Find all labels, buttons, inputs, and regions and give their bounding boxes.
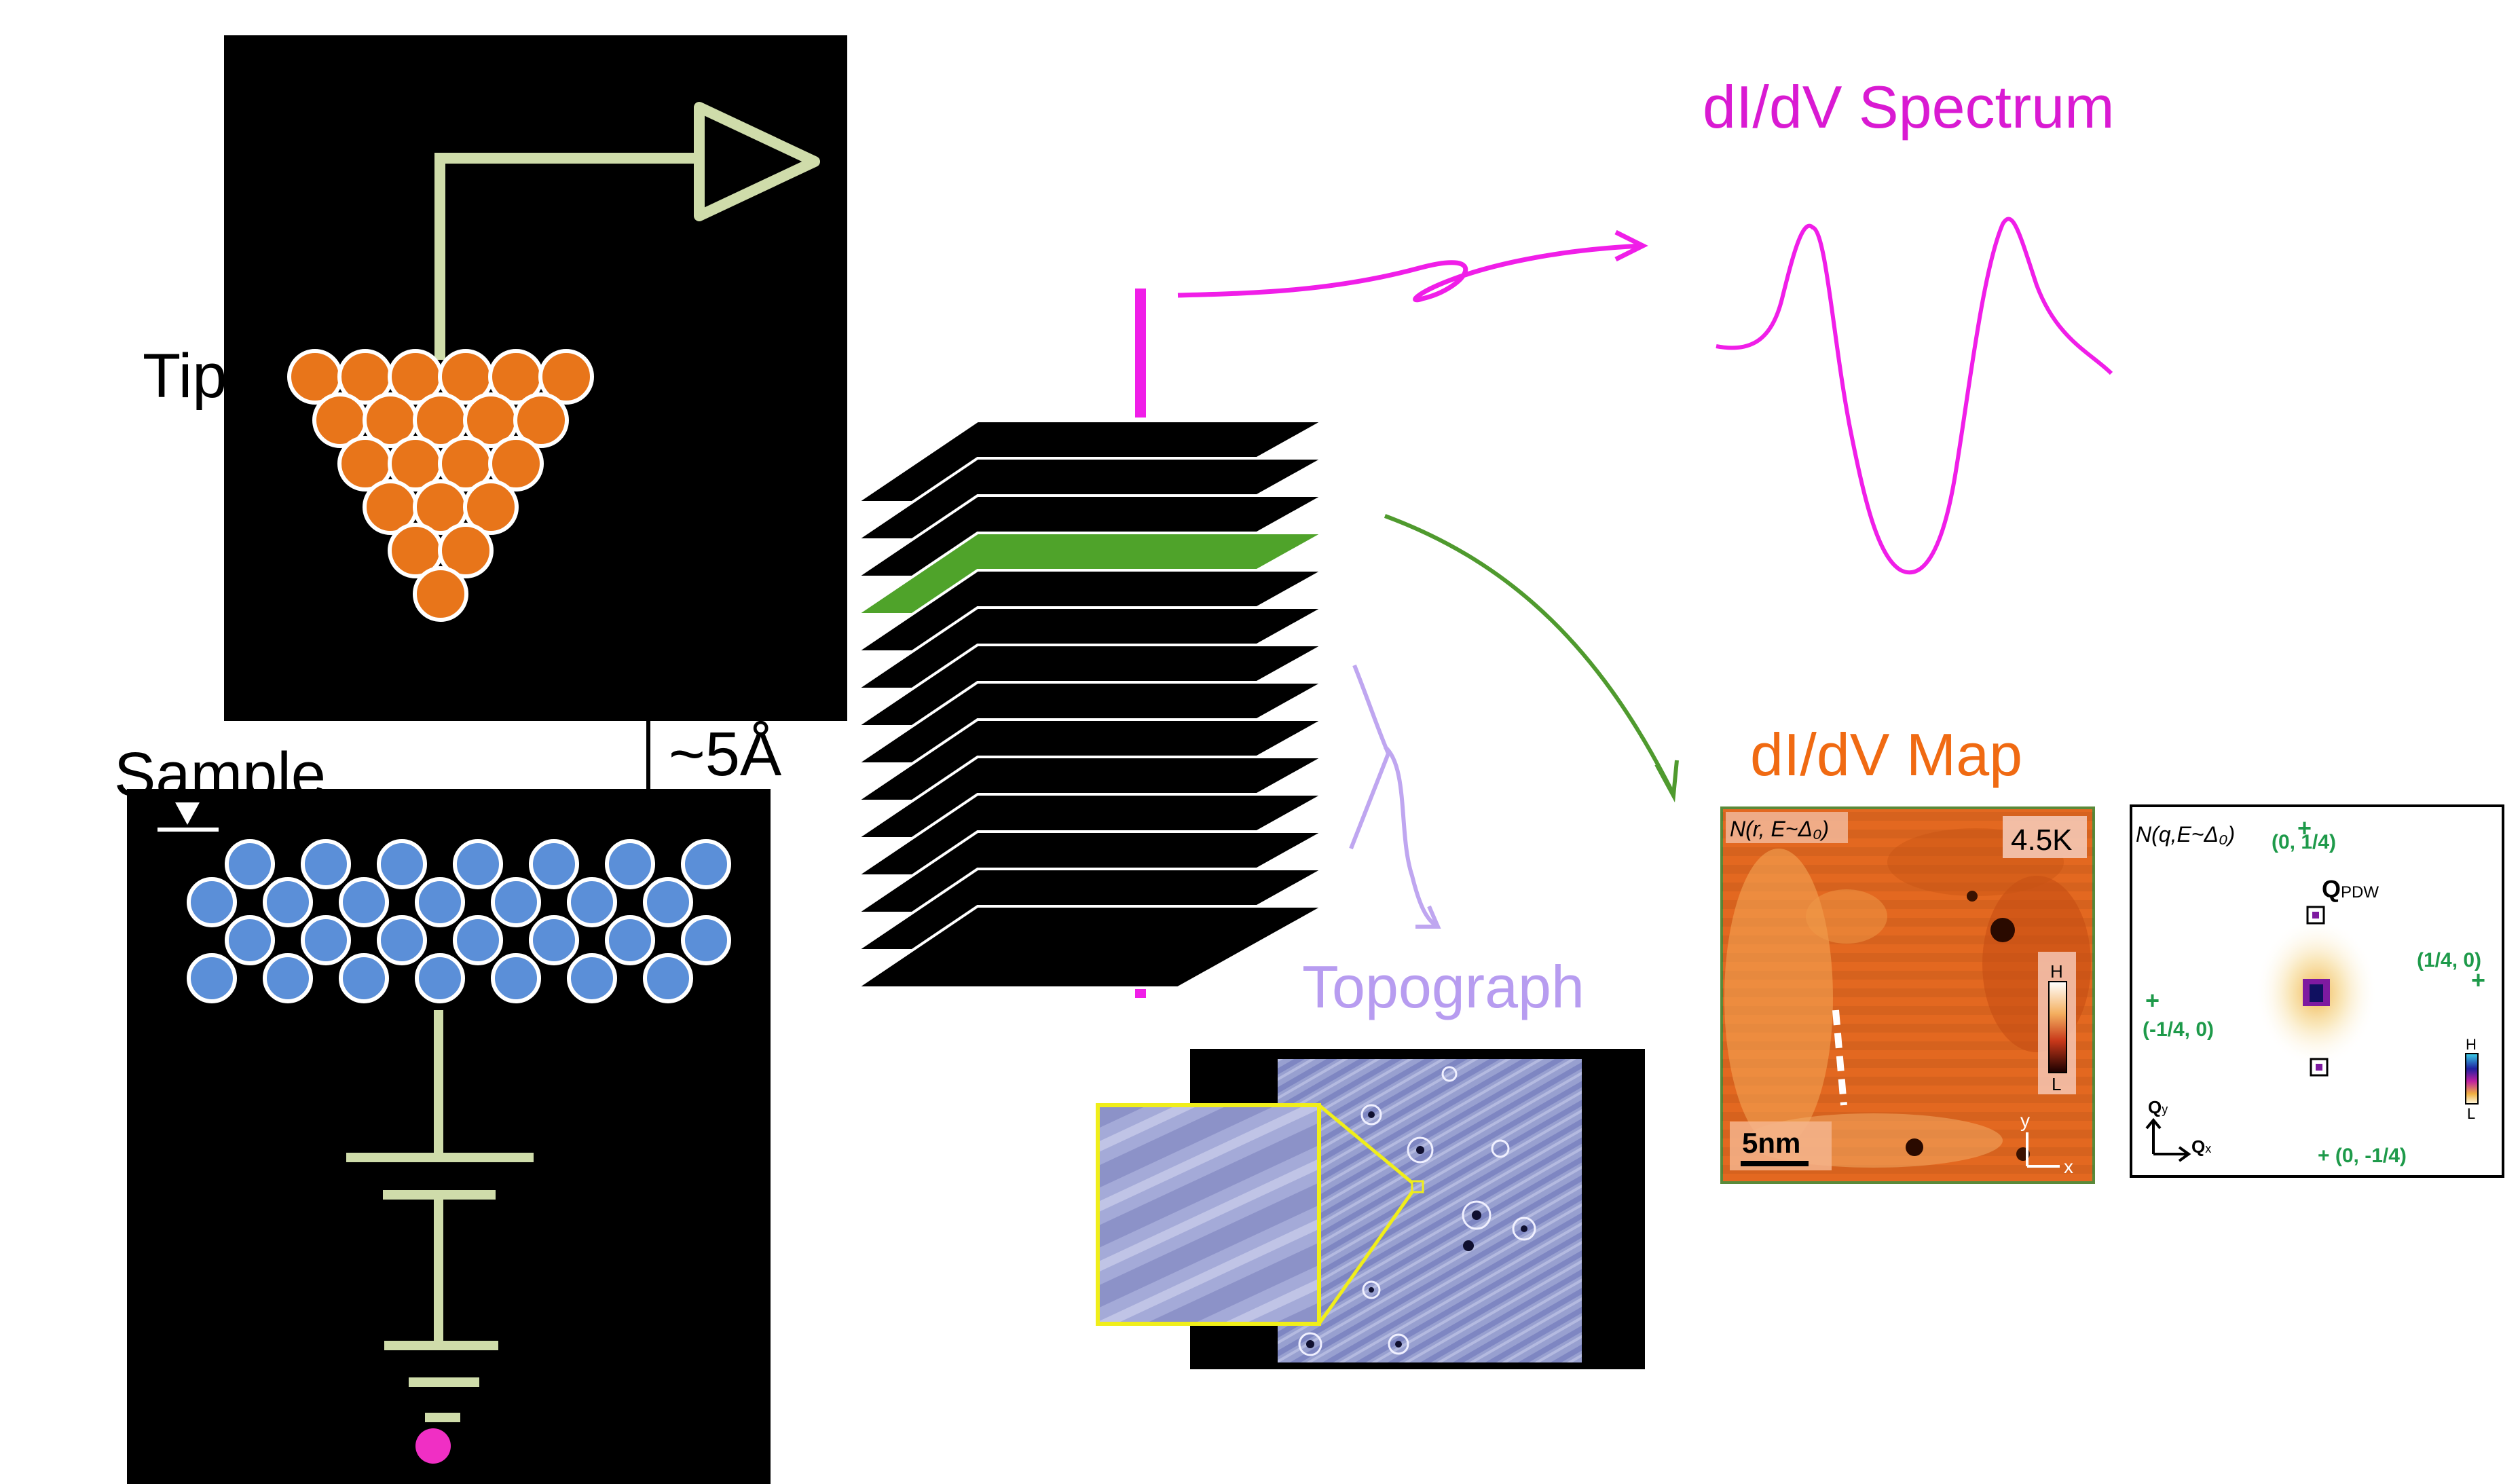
q-axis-y-label: Qy bbox=[2148, 1097, 2168, 1117]
sample-atom bbox=[225, 915, 275, 965]
map-axes-icon bbox=[2026, 1132, 2060, 1168]
sample-atom bbox=[263, 877, 313, 927]
map-colorbar-high: H bbox=[2050, 961, 2063, 982]
q-axes-icon bbox=[2145, 1117, 2191, 1162]
sample-atom bbox=[643, 877, 693, 927]
q-axis-x-label: Qx bbox=[2191, 1136, 2211, 1157]
sample-atom bbox=[491, 953, 541, 1003]
fourier-panel: N(q,E~Δ₀) QPDW + (0, 1/4) (1/4, 0) + + (… bbox=[2130, 804, 2504, 1178]
sample-atom bbox=[529, 839, 579, 889]
sample-label: Sample bbox=[114, 740, 326, 809]
spectrum-curve bbox=[1716, 217, 2113, 575]
sample-atom bbox=[377, 839, 427, 889]
map-colorbar-low: L bbox=[2052, 1074, 2061, 1094]
tip-atom bbox=[538, 349, 594, 405]
topograph-connector bbox=[1349, 664, 1391, 850]
tip-atom bbox=[463, 479, 519, 535]
sample-atom bbox=[453, 839, 503, 889]
sample-panel: Sample bbox=[114, 740, 771, 1484]
tip-atom bbox=[513, 392, 569, 448]
bias-circuit bbox=[346, 1010, 534, 1422]
sample-atom bbox=[339, 877, 389, 927]
sample-atom bbox=[681, 915, 731, 965]
conductance-map-panel: N(r, E~Δ₀) 4.5K H L 5nm y x bbox=[1720, 806, 2095, 1184]
topograph-arrowhead bbox=[1415, 905, 1441, 929]
tip-label: Tip bbox=[143, 341, 227, 411]
topograph-arrow bbox=[1383, 745, 1439, 929]
map-axis-x: x bbox=[2064, 1156, 2073, 1177]
sample-atom bbox=[301, 839, 351, 889]
fourier-colorbar-low: L bbox=[2467, 1105, 2475, 1122]
fourier-corner-label: N(q,E~Δ₀) bbox=[2136, 822, 2235, 847]
tip-atom bbox=[488, 436, 544, 491]
sample-atom bbox=[263, 953, 313, 1003]
sample-atom bbox=[415, 953, 465, 1003]
tip-amplifier-wire bbox=[434, 102, 820, 360]
energy-layer bbox=[852, 905, 1329, 989]
sample-atom bbox=[187, 877, 237, 927]
peak-bottom-label: + (0, -1/4) bbox=[2318, 1145, 2407, 1167]
sample-atom bbox=[605, 839, 655, 889]
gap-label: ~5Å bbox=[669, 720, 782, 789]
sample-atom bbox=[605, 915, 655, 965]
map-axis-y: y bbox=[2020, 1110, 2030, 1131]
peak-right-label: (1/4, 0) bbox=[2417, 949, 2481, 971]
spectrum-arrow bbox=[1177, 243, 1644, 303]
spectrum-title: dI/dV Spectrum bbox=[1703, 73, 2115, 141]
tip-atom bbox=[438, 523, 494, 578]
sample-atom bbox=[529, 915, 579, 965]
fourier-colorbar bbox=[2465, 1053, 2479, 1105]
map-corner-label: N(r, E~Δ₀) bbox=[1730, 817, 1829, 841]
map-branch: dI/dV Map N(r, E~Δ₀) 4.5K H bbox=[1384, 514, 2504, 1184]
linecut-dashes bbox=[1832, 1009, 1847, 1106]
zoom-inset bbox=[1096, 1103, 1321, 1326]
peak-top-marker: + bbox=[2297, 814, 2312, 842]
tip-atoms bbox=[287, 349, 594, 622]
sample-atom bbox=[377, 915, 427, 965]
map-arrow bbox=[1384, 514, 1675, 796]
topograph-image bbox=[1096, 1049, 1645, 1369]
sample-atom bbox=[339, 953, 389, 1003]
spectrum-branch: dI/dV Spectrum bbox=[1177, 73, 2115, 575]
fourier-colorbar-high: H bbox=[2466, 1036, 2477, 1053]
sample-atom bbox=[415, 877, 465, 927]
sample-atom bbox=[187, 953, 237, 1003]
map-title: dI/dV Map bbox=[1750, 721, 2022, 788]
topograph-branch: Topograph bbox=[1096, 664, 1645, 1369]
peak-left-label: (-1/4, 0) bbox=[2143, 1018, 2214, 1041]
tip-atom bbox=[413, 566, 468, 622]
tip-panel: Tip bbox=[143, 35, 847, 721]
sample-atom bbox=[681, 839, 731, 889]
data-cube bbox=[852, 289, 1329, 998]
sample-atom bbox=[491, 877, 541, 927]
gap-indicator: ~5Å bbox=[646, 720, 782, 789]
topograph-title: Topograph bbox=[1302, 953, 1585, 1020]
map-arrowhead bbox=[1654, 760, 1679, 803]
sample-marker bbox=[158, 802, 219, 832]
topograph-defects bbox=[1298, 1066, 1536, 1356]
bias-dot bbox=[415, 1428, 451, 1464]
peak-right-marker: + bbox=[2471, 966, 2485, 994]
zoom-region-marker bbox=[1411, 1180, 1424, 1193]
sample-atom bbox=[643, 953, 693, 1003]
spectrum-arrowhead bbox=[1614, 229, 1648, 262]
sample-atom bbox=[567, 953, 617, 1003]
peak-top-label: (0, 1/4) bbox=[2272, 831, 2336, 853]
sample-atoms bbox=[187, 839, 731, 1003]
q-pdw-label: QPDW bbox=[2322, 875, 2379, 903]
peak-left-marker: + bbox=[2145, 986, 2160, 1014]
sample-atom bbox=[225, 839, 275, 889]
layer-stack bbox=[852, 420, 1329, 989]
sample-atom bbox=[301, 915, 351, 965]
temperature-label: 4.5K bbox=[2011, 823, 2073, 857]
sample-atom bbox=[453, 915, 503, 965]
map-colorbar bbox=[2048, 981, 2067, 1073]
scale-bar-label: 5nm bbox=[1742, 1127, 1800, 1159]
sample-atom bbox=[567, 877, 617, 927]
